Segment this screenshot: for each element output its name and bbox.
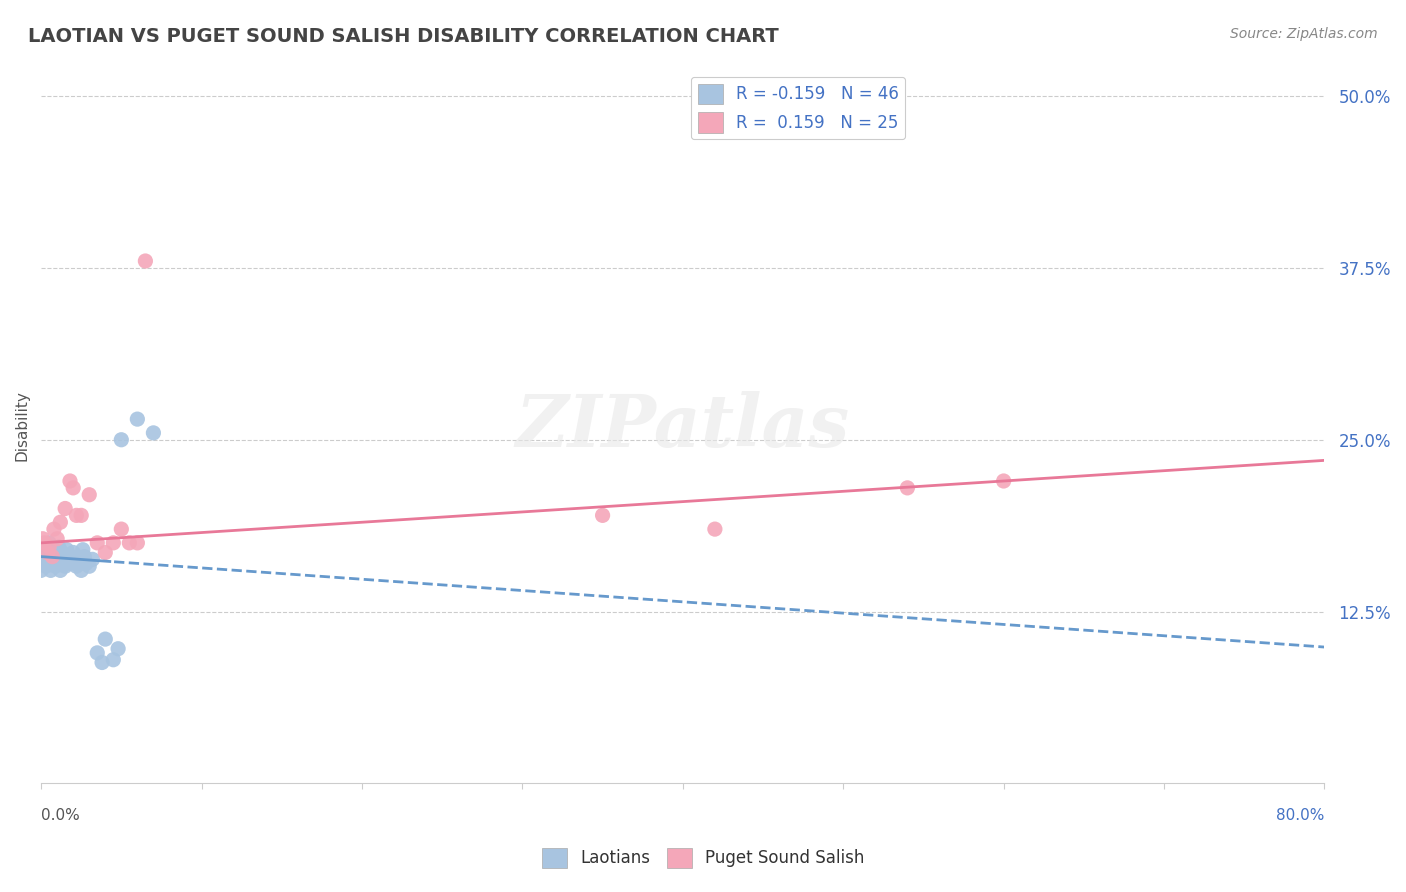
Point — [34, 545, 56, 559]
Point — [42, 552, 65, 566]
Point — [65, 559, 87, 574]
Point — [39, 545, 62, 559]
Point — [31, 549, 53, 564]
Point — [46, 549, 69, 564]
Point — [53, 501, 76, 516]
Point — [37, 545, 59, 559]
Legend: R = -0.159   N = 46, R =  0.159   N = 25: R = -0.159 N = 46, R = 0.159 N = 25 — [690, 77, 905, 139]
Point — [49, 563, 72, 577]
Point — [51, 545, 73, 559]
Point — [94, 545, 117, 559]
Point — [59, 552, 82, 566]
Text: 0.0%: 0.0% — [41, 808, 80, 823]
Point — [103, 653, 125, 667]
Point — [896, 481, 918, 495]
Text: Source: ZipAtlas.com: Source: ZipAtlas.com — [1230, 27, 1378, 41]
Point — [127, 412, 149, 426]
Point — [77, 559, 100, 574]
Point — [73, 549, 96, 564]
Point — [134, 254, 156, 268]
Point — [49, 515, 72, 529]
Point — [31, 532, 53, 546]
Point — [110, 522, 132, 536]
Text: 80.0%: 80.0% — [1277, 808, 1324, 823]
Point — [103, 536, 125, 550]
Point — [41, 549, 63, 564]
Point — [62, 481, 84, 495]
Point — [993, 474, 1015, 488]
Point — [38, 557, 60, 571]
Point — [35, 540, 58, 554]
Point — [94, 632, 117, 646]
Point — [35, 559, 58, 574]
Point — [37, 542, 59, 557]
Point — [66, 552, 89, 566]
Point — [37, 552, 59, 566]
Point — [86, 646, 108, 660]
Point — [34, 554, 56, 568]
Point — [118, 536, 141, 550]
Point — [82, 552, 104, 566]
Point — [60, 549, 83, 564]
Point — [46, 532, 69, 546]
Point — [55, 542, 77, 557]
Point — [75, 557, 97, 571]
Point — [62, 545, 84, 559]
Point — [42, 522, 65, 536]
Y-axis label: Disability: Disability — [15, 391, 30, 461]
Point — [127, 536, 149, 550]
Point — [48, 540, 70, 554]
Point — [70, 508, 93, 523]
Point — [70, 563, 93, 577]
Text: ZIPatlas: ZIPatlas — [516, 391, 849, 461]
Legend: Laotians, Puget Sound Salish: Laotians, Puget Sound Salish — [534, 841, 872, 875]
Point — [31, 557, 53, 571]
Point — [39, 563, 62, 577]
Point — [107, 641, 129, 656]
Point — [53, 559, 76, 574]
Point — [703, 522, 725, 536]
Point — [65, 508, 87, 523]
Point — [58, 557, 80, 571]
Point — [30, 563, 52, 577]
Point — [63, 557, 86, 571]
Point — [34, 536, 56, 550]
Point — [59, 474, 82, 488]
Point — [592, 508, 614, 523]
Point — [72, 542, 94, 557]
Point — [45, 559, 67, 574]
Point — [91, 656, 114, 670]
Text: LAOTIAN VS PUGET SOUND SALISH DISABILITY CORRELATION CHART: LAOTIAN VS PUGET SOUND SALISH DISABILITY… — [28, 27, 779, 45]
Point — [142, 425, 165, 440]
Point — [41, 549, 63, 564]
Point — [52, 552, 75, 566]
Point — [86, 536, 108, 550]
Point — [38, 540, 60, 554]
Point — [110, 433, 132, 447]
Point — [46, 557, 69, 571]
Point — [77, 488, 100, 502]
Point — [42, 542, 65, 557]
Point — [38, 536, 60, 550]
